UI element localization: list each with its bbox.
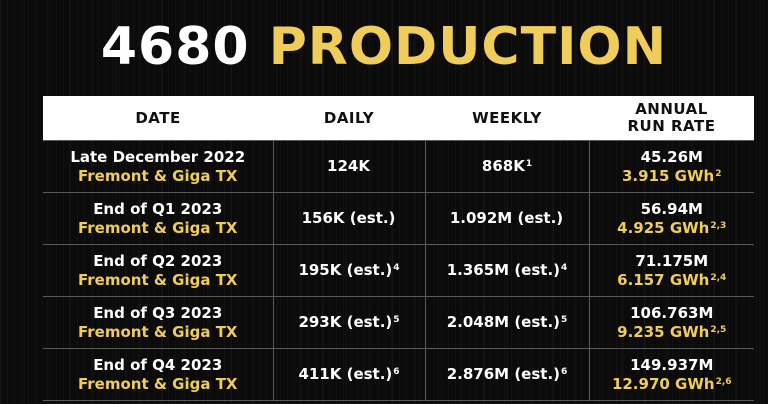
daily-value: 124K xyxy=(327,157,370,175)
daily-value: 293K (est.) xyxy=(298,313,393,331)
daily-value: 411K (est.) xyxy=(298,365,393,383)
period-label: End of Q1 2023 xyxy=(93,199,223,218)
cell-daily: 124K xyxy=(272,140,426,193)
table-row: End of Q1 2023 Fremont & Giga TX 156K (est… xyxy=(43,192,754,245)
weekly-value: 1.365M (est.) xyxy=(446,261,560,279)
daily-value: 156K (est.) xyxy=(301,209,396,227)
daily-footnote: 4 xyxy=(393,263,400,273)
cell-date: End of Q2 2023 Fremont & Giga TX xyxy=(43,244,274,297)
annual-gwh-value: 3.915 GWh xyxy=(622,166,715,185)
weekly-footnote: 6 xyxy=(561,367,568,377)
annual-gwh: 3.915 GWh2 xyxy=(622,167,721,185)
weekly-value: 1.092M (est.) xyxy=(449,209,564,227)
location-label: Fremont & Giga TX xyxy=(78,166,238,185)
annual-gwh-value: 6.157 GWh xyxy=(617,270,710,289)
cell-daily: 195K (est.)4 xyxy=(272,244,426,297)
table-row: End of Q4 2023 Fremont & Giga TX 411K (est… xyxy=(43,348,754,401)
annual-gwh: 9.235 GWh2,5 xyxy=(617,323,726,341)
cell-annual: 45.26M 3.915 GWh2 xyxy=(588,140,754,193)
table-body: Late December 2022 Fremont & Giga TX 124K 8… xyxy=(43,140,754,401)
cell-weekly: 2.048M (est.)5 xyxy=(424,296,590,349)
header-daily: DAILY xyxy=(273,96,425,141)
cell-date: Late December 2022 Fremont & Giga TX xyxy=(43,140,274,193)
annual-footnote: 2,5 xyxy=(710,324,727,335)
annual-units: 71.175M xyxy=(635,251,709,270)
daily-footnote: 6 xyxy=(393,367,400,377)
annual-gwh: 4.925 GWh2,3 xyxy=(617,219,726,237)
header-annual-run-rate: ANNUAL RUN RATE xyxy=(589,96,754,141)
weekly-footnote: 5 xyxy=(561,315,568,325)
annual-gwh-value: 4.925 GWh xyxy=(617,218,710,237)
page-title: 4680 PRODUCTION xyxy=(0,14,768,80)
annual-footnote: 2,3 xyxy=(710,220,727,231)
table-row: End of Q3 2023 Fremont & Giga TX 293K (est… xyxy=(43,296,754,349)
cell-date: End of Q1 2023 Fremont & Giga TX xyxy=(43,192,274,245)
period-label: End of Q2 2023 xyxy=(93,251,223,270)
table-row: End of Q2 2023 Fremont & Giga TX 195K (est… xyxy=(43,244,754,297)
table-row: Late December 2022 Fremont & Giga TX 124K 8… xyxy=(43,140,754,193)
location-label: Fremont & Giga TX xyxy=(78,218,238,237)
period-label: Late December 2022 xyxy=(70,147,246,166)
weekly-footnote: 1 xyxy=(525,159,533,169)
cell-date: End of Q4 2023 Fremont & Giga TX xyxy=(43,348,274,401)
header-annual-line2: RUN RATE xyxy=(627,117,716,135)
annual-gwh-value: 12.970 GWh xyxy=(611,374,715,393)
title-number: 4680 xyxy=(100,17,250,77)
cell-annual: 56.94M 4.925 GWh2,3 xyxy=(588,192,754,245)
annual-footnote: 2 xyxy=(715,168,722,179)
annual-gwh: 12.970 GWh2,6 xyxy=(612,375,732,393)
header-annual-line1: ANNUAL xyxy=(635,100,708,118)
cell-annual: 149.937M 12.970 GWh2,6 xyxy=(588,348,754,401)
annual-gwh: 6.157 GWh2,4 xyxy=(617,271,726,289)
weekly-value: 2.876M (est.) xyxy=(446,365,560,383)
title-word: PRODUCTION xyxy=(268,17,668,77)
cell-weekly: 1.365M (est.)4 xyxy=(424,244,590,297)
period-label: End of Q3 2023 xyxy=(93,303,223,322)
annual-footnote: 2,6 xyxy=(715,376,732,387)
header-weekly: WEEKLY xyxy=(425,96,589,141)
annual-units: 45.26M xyxy=(640,147,703,166)
annual-units: 106.763M xyxy=(630,303,714,322)
weekly-value: 868K xyxy=(481,157,525,175)
weekly-value: 2.048M (est.) xyxy=(446,313,560,331)
annual-units: 56.94M xyxy=(640,199,703,218)
table-header-row: DATE DAILY WEEKLY ANNUAL RUN RATE xyxy=(43,96,754,141)
cell-weekly: 1.092M (est.) xyxy=(424,192,590,245)
cell-annual: 106.763M 9.235 GWh2,5 xyxy=(588,296,754,349)
location-label: Fremont & Giga TX xyxy=(78,322,238,341)
cell-weekly: 868K1 xyxy=(424,140,590,193)
cell-daily: 411K (est.)6 xyxy=(272,348,426,401)
cell-date: End of Q3 2023 Fremont & Giga TX xyxy=(43,296,274,349)
cell-weekly: 2.876M (est.)6 xyxy=(424,348,590,401)
daily-value: 195K (est.) xyxy=(298,261,393,279)
location-label: Fremont & Giga TX xyxy=(78,374,238,393)
annual-units: 149.937M xyxy=(630,355,714,374)
weekly-footnote: 4 xyxy=(561,263,568,273)
location-label: Fremont & Giga TX xyxy=(78,270,238,289)
header-date: DATE xyxy=(43,96,273,141)
production-table: DATE DAILY WEEKLY ANNUAL RUN RATE Late D… xyxy=(43,96,754,401)
period-label: End of Q4 2023 xyxy=(93,355,223,374)
annual-footnote: 2,4 xyxy=(710,272,727,283)
daily-footnote: 5 xyxy=(393,315,400,325)
cell-daily: 293K (est.)5 xyxy=(272,296,426,349)
annual-gwh-value: 9.235 GWh xyxy=(617,322,710,341)
cell-annual: 71.175M 6.157 GWh2,4 xyxy=(588,244,754,297)
cell-daily: 156K (est.) xyxy=(272,192,426,245)
